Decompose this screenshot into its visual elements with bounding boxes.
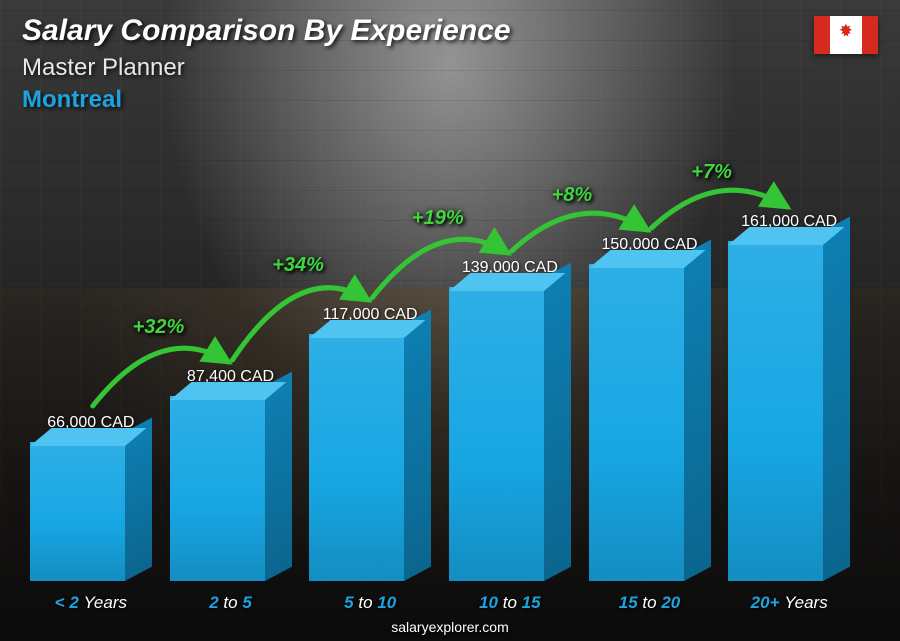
bar-3d bbox=[309, 334, 431, 581]
page-title: Salary Comparison By Experience bbox=[22, 14, 878, 48]
bar-3d bbox=[589, 264, 711, 581]
bar-5: 161,000 CAD bbox=[728, 213, 850, 581]
bar-0: 66,000 CAD bbox=[30, 414, 152, 581]
infographic-container: Salary Comparison By Experience Master P… bbox=[0, 0, 900, 641]
bar-3: 139,000 CAD bbox=[449, 259, 571, 581]
flag-band-right bbox=[862, 16, 878, 54]
bar-3d bbox=[449, 287, 571, 581]
header: Salary Comparison By Experience Master P… bbox=[22, 14, 878, 114]
category-label: 10 to 15 bbox=[449, 593, 571, 613]
category-label: 2 to 5 bbox=[170, 593, 292, 613]
bar-2: 117,000 CAD bbox=[309, 306, 431, 581]
growth-pct-label: +7% bbox=[691, 161, 732, 184]
category-label: 15 to 20 bbox=[589, 593, 711, 613]
bar-3d bbox=[30, 442, 152, 581]
flag-center bbox=[830, 16, 862, 54]
bar-4: 150,000 CAD bbox=[589, 236, 711, 581]
country-flag-canada bbox=[814, 16, 878, 54]
growth-pct-label: +32% bbox=[133, 316, 185, 339]
category-label: < 2 Years bbox=[30, 593, 152, 613]
bar-1: 87,400 CAD bbox=[170, 368, 292, 581]
growth-pct-label: +34% bbox=[272, 254, 324, 277]
category-label: 5 to 10 bbox=[309, 593, 431, 613]
growth-pct-label: +19% bbox=[412, 207, 464, 230]
category-label: 20+ Years bbox=[728, 593, 850, 613]
city-name: Montreal bbox=[22, 86, 878, 114]
category-labels: < 2 Years 2 to 5 5 to 10 10 to 15 15 to 20 20… bbox=[30, 593, 850, 613]
bar-3d bbox=[170, 396, 292, 581]
growth-pct-label: +8% bbox=[552, 184, 593, 207]
footer-credit: salaryexplorer.com bbox=[0, 619, 900, 635]
bar-3d bbox=[728, 241, 850, 581]
flag-band-left bbox=[814, 16, 830, 54]
job-title: Master Planner bbox=[22, 54, 878, 82]
maple-leaf-icon bbox=[835, 22, 857, 48]
